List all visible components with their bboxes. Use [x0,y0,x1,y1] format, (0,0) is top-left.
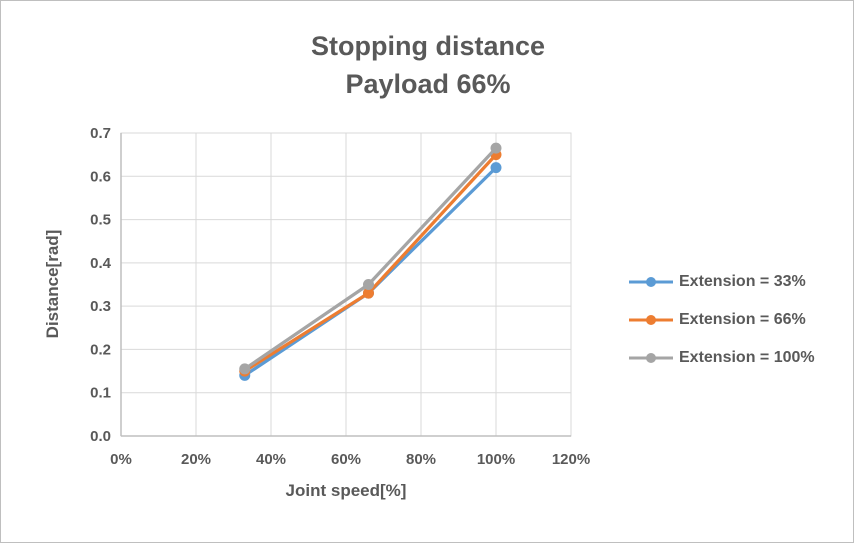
legend-item-extension-33: Extension = 33% [628,267,815,296]
legend-line-marker-icon [629,276,673,287]
legend-line-marker-icon [629,352,673,363]
svg-text:0.7: 0.7 [90,125,111,142]
svg-text:0.1: 0.1 [90,385,111,402]
svg-text:0.4: 0.4 [90,255,112,272]
svg-text:0.3: 0.3 [90,298,111,315]
svg-text:40%: 40% [256,451,286,468]
legend-label: Extension = 66% [679,310,806,328]
chart-subtitle: Payload 66% [345,69,511,99]
svg-text:0.0: 0.0 [90,428,111,445]
legend-label: Extension = 33% [679,272,806,290]
legend-item-extension-100: Extension = 100% [628,343,815,372]
legend-line-marker-icon [629,314,673,325]
svg-text:20%: 20% [181,451,211,468]
chart-legend: Extension = 33% Extension = 66% Extensio… [628,267,815,372]
svg-text:0.2: 0.2 [90,341,111,358]
svg-text:80%: 80% [406,451,436,468]
svg-text:100%: 100% [477,451,515,468]
legend-item-extension-66: Extension = 66% [628,305,815,334]
chart-title: Stopping distance [310,31,545,61]
svg-text:60%: 60% [331,451,361,468]
svg-text:0.5: 0.5 [90,212,111,229]
chart-title-block: Stopping distance Payload 66% [1,27,853,103]
legend-label: Extension = 100% [679,348,815,366]
svg-text:120%: 120% [552,451,590,468]
x-axis-title: Joint speed[%] [285,481,407,500]
svg-text:0.6: 0.6 [90,168,111,185]
svg-text:0%: 0% [110,451,132,468]
